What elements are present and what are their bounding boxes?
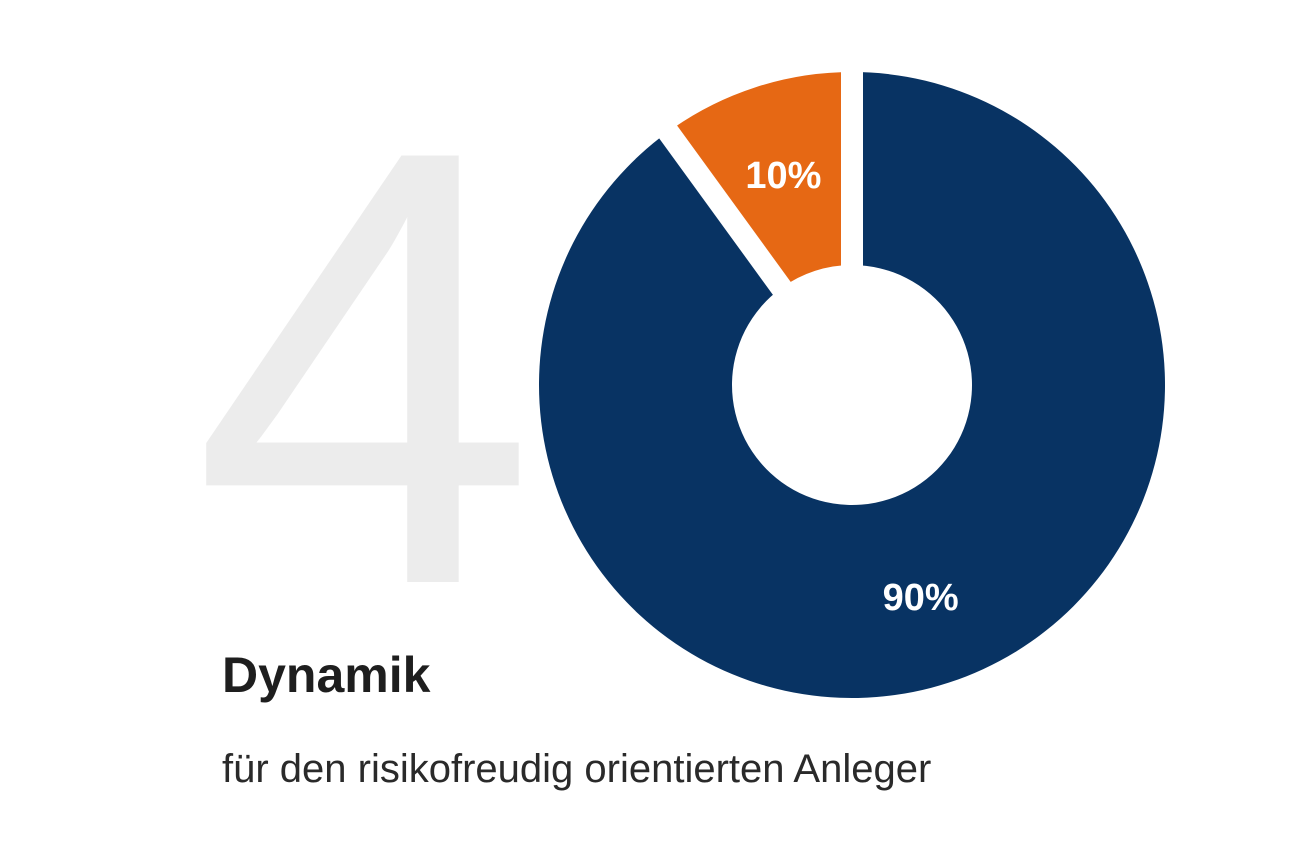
data-label: 10% (745, 155, 821, 197)
donut-segment (538, 72, 1165, 698)
chart-title: Dynamik (222, 647, 431, 703)
data-label: 90% (883, 577, 959, 619)
chart-subtitle: für den risikofreudig orientierten Anleg… (222, 747, 931, 791)
donut-segment (668, 72, 852, 288)
segment-gap (656, 121, 794, 299)
donut: 90% 10% (538, 67, 1165, 698)
background-number: 4 (192, 22, 537, 714)
